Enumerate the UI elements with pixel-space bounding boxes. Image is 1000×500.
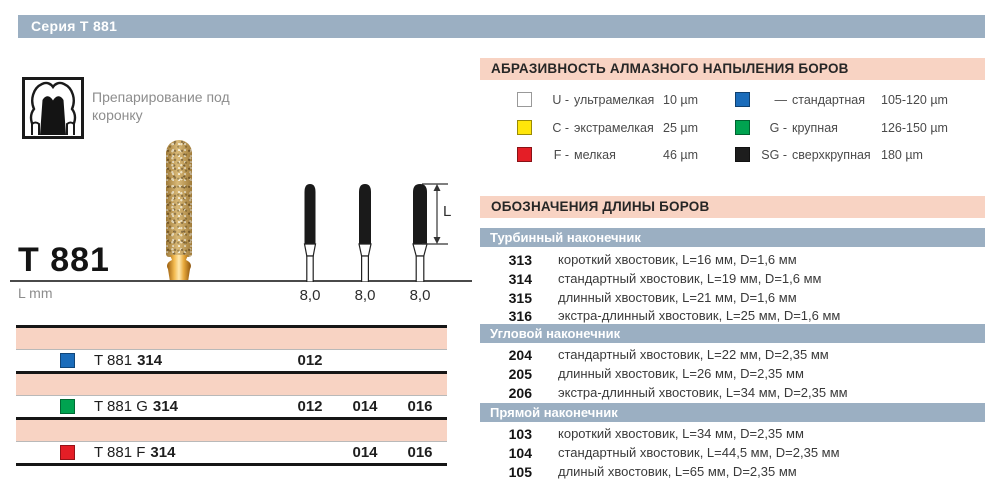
section-bar-straight: Прямой наконечник: [480, 403, 985, 422]
abrasiveness-legend: U - ультрамелкая 10 µm C - экстрамелкая …: [517, 92, 987, 167]
color-swatch-yellow: [517, 119, 532, 135]
product-name: T 881 314: [94, 352, 163, 369]
diamond-bur-image: [166, 140, 192, 257]
abrasiveness-swatch-fine: [60, 445, 75, 460]
length-item: 206 экстра-длинный хвостовик, L=34 мм, D…: [508, 384, 848, 401]
abrasiveness-swatch-coarse: [60, 399, 75, 414]
length-dimension-arrow: [422, 183, 448, 245]
table-divider: [16, 371, 447, 374]
abrasiveness-swatch-standard: [60, 353, 75, 368]
size-cell-014: 014: [352, 398, 378, 415]
length-unit-label: L mm: [18, 285, 53, 301]
table-band: [16, 328, 447, 350]
legend-item-supercoarse: SG - сверхкрупная 180 µm: [735, 147, 985, 164]
length-item: 315 длинный хвостовик, L=21 мм, D=1,6 мм: [508, 289, 797, 306]
legend-item-coarse: G - крупная 126-150 µm: [735, 119, 985, 137]
length-item: 314 стандартный хвостовик, L=19 мм, D=1,…: [508, 270, 822, 287]
table-band: [16, 374, 447, 396]
length-item: 105 длиный хвостовик, L=65 мм, D=2,35 мм: [508, 463, 797, 480]
length-item: 313 короткий хвостовик, L=16 мм, D=1,6 м…: [508, 251, 797, 268]
size-cell-016: 016: [407, 398, 433, 415]
lengths-section-title: ОБОЗНАЧЕНИЯ ДЛИНЫ БОРОВ: [480, 196, 985, 218]
length-item: 103 короткий хвостовик, L=34 мм, D=2,35 …: [508, 425, 804, 442]
section-bar-turbine: Турбинный наконечник: [480, 228, 985, 247]
length-item: 205 длинный хвостовик, L=26 мм, D=2,35 м…: [508, 365, 804, 382]
length-item: 104 стандартный хвостовик, L=44,5 мм, D=…: [508, 444, 840, 461]
product-table: T 881 314 012 T 881 G 314 012 014 016 T 88…: [16, 325, 447, 466]
bur-shank-image: [167, 255, 191, 282]
size-cell-012: 012: [297, 398, 323, 415]
legend-item-fine: F - мелкая 46 µm: [517, 147, 767, 164]
color-swatch-white: [517, 92, 532, 107]
application-caption: Препарирование под коронку: [92, 89, 230, 124]
product-name: T 881 F 314: [94, 444, 176, 461]
color-swatch-black: [735, 147, 750, 162]
color-swatch-red: [517, 147, 532, 162]
table-row: T 881 F 314 014 016: [16, 442, 447, 463]
table-row: T 881 314 012: [16, 350, 447, 371]
size-mark-1: 8,0: [299, 287, 321, 304]
color-swatch-green: [735, 119, 750, 135]
table-divider: [16, 463, 447, 466]
baseline-rule: [10, 280, 472, 282]
table-band: [16, 420, 447, 442]
size-cell-014: 014: [352, 444, 378, 461]
abrasiveness-section-title: АБРАЗИВНОСТЬ АЛМАЗНОГО НАПЫЛЕНИЯ БОРОВ: [480, 58, 985, 80]
legend-item-ultrafine: U - ультрамелкая 10 µm: [517, 92, 767, 109]
bur-silhouette-012: [303, 184, 317, 282]
size-cell-016: 016: [407, 444, 433, 461]
section-bar-angled: Угловой наконечник: [480, 324, 985, 343]
size-mark-3: 8,0: [409, 287, 431, 304]
series-title-bar: Серия Т 881: [18, 15, 985, 38]
color-swatch-blue: [735, 92, 750, 107]
bur-silhouette-016: [412, 184, 428, 282]
table-divider: [16, 325, 447, 328]
model-number: T 881: [18, 241, 110, 279]
bur-silhouette-014: [358, 184, 372, 282]
length-item: 316 экстра-длинный хвостовик, L=25 мм, D…: [508, 307, 841, 324]
legend-item-extrafine: C - экстрамелкая 25 µm: [517, 119, 767, 137]
size-cell-012: 012: [297, 352, 323, 369]
legend-item-standard: — стандартная 105-120 µm: [735, 92, 985, 109]
table-divider: [16, 417, 447, 420]
product-name: T 881 G 314: [94, 398, 178, 415]
tooth-crown-icon: [22, 77, 84, 139]
length-dimension-label: L: [443, 203, 452, 220]
length-item: 204 стандартный хвостовик, L=22 мм, D=2,…: [508, 346, 829, 363]
size-mark-2: 8,0: [354, 287, 376, 304]
table-row: T 881 G 314 012 014 016: [16, 396, 447, 417]
